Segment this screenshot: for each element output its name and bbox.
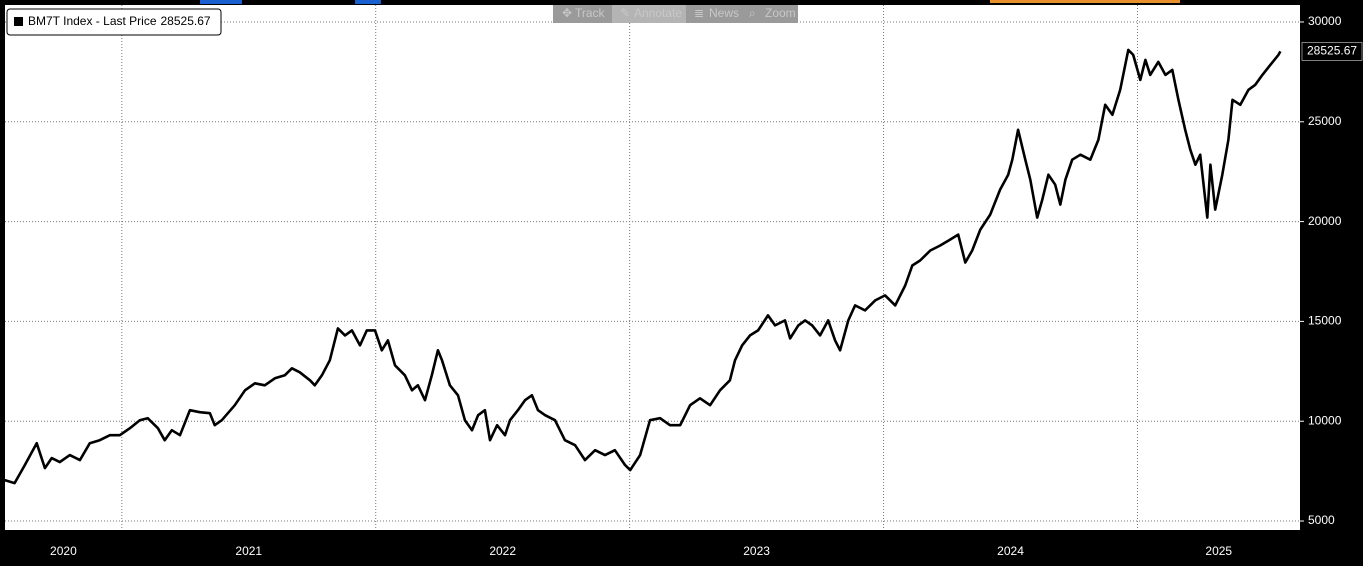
toolbar: Track Annotate News Zoom ✥ ✎ ≣ ⌕ (553, 5, 798, 23)
legend-name: BM7T Index - Last Price (28, 14, 157, 28)
x-tick-label: 2021 (235, 544, 262, 558)
legend-box (6, 8, 222, 36)
toolbar-icon: ✥ (562, 6, 572, 20)
x-tick-label: 2023 (743, 544, 770, 558)
y-tick-label: 30000 (1308, 14, 1342, 28)
toolbar-button[interactable]: Track (575, 6, 606, 20)
price-line (4, 48, 1282, 485)
plot-area (5, 5, 1300, 530)
toolbar-icon: ⌕ (749, 6, 756, 20)
x-tick-label: 2024 (997, 544, 1024, 558)
toolbar-button[interactable]: Annotate (634, 6, 682, 20)
grid (5, 5, 1300, 530)
toolbar-button[interactable]: News (709, 6, 739, 20)
last-price-tag (1301, 42, 1363, 61)
x-tick-label: 2025 (1205, 544, 1232, 558)
toolbar-icon: ✎ (620, 6, 630, 20)
y-tick-label: 5000 (1308, 513, 1335, 527)
y-tick-label: 20000 (1308, 214, 1342, 228)
top-strip (355, 0, 381, 4)
y-tick-label: 10000 (1308, 413, 1342, 427)
legend-value: 28525.67 (161, 14, 211, 28)
last-price-label: 28525.67 (1307, 44, 1357, 58)
y-tick-label: 25000 (1308, 114, 1342, 128)
series (4, 48, 1282, 485)
x-tick-label: 2022 (489, 544, 516, 558)
toolbar-icon: ≣ (694, 6, 704, 20)
legend: BM7T Index - Last Price 28525.67 (6, 8, 222, 36)
x-tick-label: 2020 (50, 544, 77, 558)
top-strip (200, 0, 242, 4)
y-tick-label: 15000 (1308, 314, 1342, 328)
top-strip (990, 0, 1180, 3)
legend-label: BM7T Index - Last Price 28525.67 (28, 14, 211, 28)
legend-swatch (14, 17, 23, 26)
toolbar-button[interactable]: Zoom (765, 6, 796, 20)
toolbar-active (612, 5, 686, 23)
